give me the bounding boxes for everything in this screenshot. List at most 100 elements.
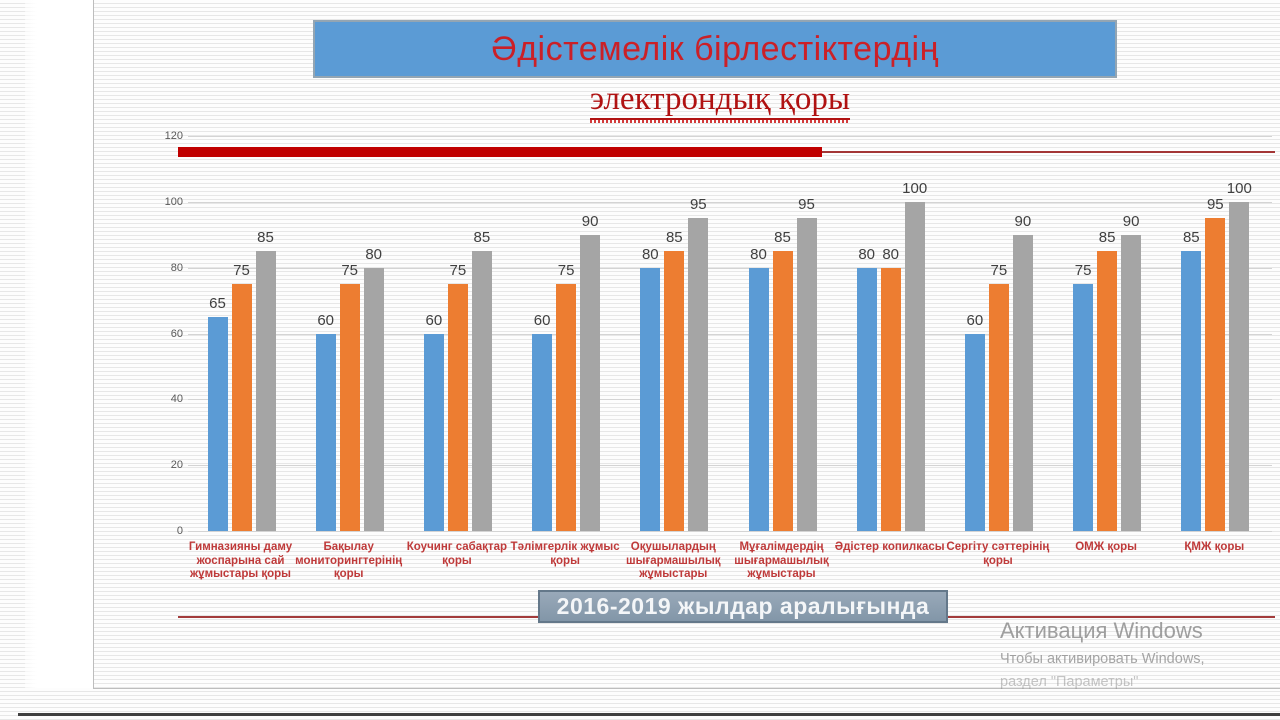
bar-value-label: 60 [533,311,551,329]
bar-value-label: 80 [641,245,659,263]
bar-value-label: 95 [1206,196,1224,214]
bar-value-label: 65 [209,295,226,313]
red-accent-bar [178,147,822,157]
y-axis-tick-label: 0 [176,525,183,537]
bar-value-label: 95 [689,196,707,214]
bar-blue [423,333,444,531]
y-axis-tick-label: 80 [170,261,183,274]
bar-value-label: 100 [902,179,928,197]
gridline-y-40 [188,399,1272,401]
bar-gray [363,267,384,531]
y-axis-tick-label: 40 [170,393,183,406]
bar-value-label: 75 [449,262,467,280]
watermark-subtitle: Чтобы активировать Windows, [1000,651,1205,667]
slide-title: Әдістемелік бірлестіктердің [491,29,939,68]
bar-value-label: 60 [425,311,443,329]
bar-orange [1205,218,1226,531]
bar-orange [880,267,901,531]
bar-gray [796,218,817,531]
category-label: Коучинг сабақтар қоры [406,541,507,567]
category-label: ОМЖ қоры [1075,541,1137,553]
caption-box: 2016-2019 жылдар аралығында [538,590,948,623]
category-label: Әдістер копилкасы [834,541,945,553]
page-edge-band [25,0,93,688]
bar-value-label: 75 [233,262,250,280]
gridline-y-20 [188,465,1272,467]
category-label: ҚМЖ қоры [1184,541,1245,553]
bar-gray [255,251,276,531]
slide-subtitle-wrap: электрондық қоры [440,82,1000,123]
bar-blue [1181,251,1202,531]
gridline-y-120 [188,136,1272,137]
bar-value-label: 85 [774,229,791,247]
bar-orange [447,284,468,531]
bar-blue [315,333,336,531]
bar-orange [231,284,252,531]
bar-gray [1121,234,1142,531]
bar-value-label: 60 [317,311,335,329]
bar-blue [532,333,553,531]
bar-blue [856,267,877,531]
watermark-title: Активация Windows [1000,618,1203,643]
bar-orange [1097,251,1118,531]
slide-subtitle: электрондық қоры [589,82,851,123]
bar-gray [688,218,709,531]
gridline-y-80 [188,267,1272,269]
bar-blue [964,333,985,531]
bar-orange [339,284,360,531]
bar-value-label: 85 [257,229,274,247]
bar-blue [640,267,661,531]
bar-gray [1229,201,1250,531]
bar-value-label: 85 [473,229,491,247]
bar-value-label: 60 [966,311,984,329]
bar-orange [988,284,1009,531]
gridline-y-0 [188,531,1272,532]
bar-value-label: 90 [581,212,599,230]
bar-gray [1012,234,1033,531]
watermark-subtitle-2: раздел "Параметры" [1000,674,1139,690]
bar-value-label: 85 [1098,229,1116,247]
bar-value-label: 75 [990,262,1008,280]
category-label: Оқушылардың шығармашылық жұмыстары [626,541,721,581]
bar-value-label: 95 [798,196,815,214]
y-axis-tick-label: 20 [170,459,183,472]
screen-bottom-divider [18,713,1280,716]
bar-gray [904,201,925,531]
category-label: Тәлімгерлік жұмыс қоры [510,541,620,567]
caption-text: 2016-2019 жылдар аралығында [556,593,930,619]
bar-orange [772,251,793,531]
bar-orange [664,251,685,531]
bar-value-label: 90 [1122,212,1140,230]
bar-value-label: 75 [341,262,359,280]
gridline-y-100 [188,201,1272,203]
bar-value-label: 85 [1182,229,1200,247]
bar-value-label: 80 [365,245,383,263]
windows-activation-watermark: Активация Windows Чтобы активировать Win… [1000,618,1205,690]
bar-blue [748,267,769,531]
slide-title-box: Әдістемелік бірлестіктердің [313,20,1117,78]
bar-orange [556,284,577,531]
bar-blue [207,317,228,531]
category-label: Сергіту сәттерінің қоры [946,541,1050,567]
y-axis-tick-label: 100 [164,195,183,208]
bar-value-label: 80 [882,245,900,263]
bar-value-label: 80 [858,245,876,263]
category-label: Бақылау мониторингтерінің қоры [295,541,403,581]
bar-value-label: 85 [665,229,683,247]
slide-left-border [93,0,94,688]
y-axis-tick-label: 60 [170,327,183,340]
y-axis-tick-label: 120 [164,130,183,142]
bar-value-label: 90 [1014,212,1032,230]
bar-value-label: 75 [1074,262,1092,280]
slide-bottom-border [93,688,1280,689]
bar-gray [580,234,601,531]
category-label: Мұғалімдердің шығармашылық жұмыстары [734,541,829,581]
bar-value-label: 100 [1226,179,1252,197]
category-label: Гимназияны даму жоспарына сай жұмыстары … [188,541,293,581]
bar-value-label: 80 [750,245,767,263]
bar-blue [1073,284,1094,531]
bar-value-label: 75 [557,262,575,280]
bar-gray [471,251,492,531]
gridline-y-60 [188,333,1272,335]
